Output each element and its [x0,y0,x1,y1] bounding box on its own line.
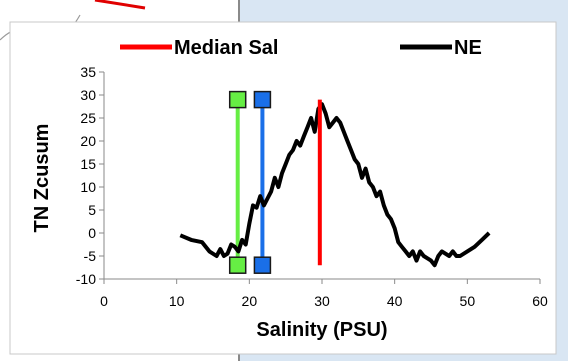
threshold-marker-square-2-bottom [253,256,272,274]
threshold-marker-square-1-bottom [228,256,247,274]
y-tick-label: 25 [80,110,96,126]
series-line-ne [179,102,491,268]
x-tick-label: 40 [387,293,403,309]
threshold-marker-square-2-top [253,90,272,109]
y-tick-label: 0 [88,225,96,241]
chart-marks [179,90,491,274]
y-tick-label: 10 [80,179,96,195]
x-tick-label: 50 [460,293,476,309]
chart-panel [9,21,557,355]
x-axis-title: Salinity (PSU) [256,319,387,341]
x-tick-label: 20 [242,293,258,309]
legend-label-median-sal: Median Sal [174,37,278,59]
chart-axes: -10 -5 0 5 10 15 20 25 30 35 0 10 20 30 40 50 60 [76,64,548,309]
chart-legend: Median Sal NE [120,37,482,59]
y-tick-label: 30 [80,87,96,103]
legend-label-ne: NE [454,37,482,59]
x-tick-label: 0 [100,293,108,309]
y-tick-label: -10 [76,271,96,287]
y-tick-label: 20 [80,133,96,149]
y-tick-label: 15 [80,156,96,172]
x-tick-label: 30 [314,293,330,309]
y-tick-label: 35 [80,64,96,80]
y-axis-title: TN Zcusum [31,124,53,233]
y-tick-label: -5 [84,248,97,264]
x-tick-label: 10 [169,293,185,309]
threshold-marker-square-1-top [228,90,247,109]
x-tick-label: 60 [532,293,548,309]
y-tick-label: 5 [88,202,96,218]
